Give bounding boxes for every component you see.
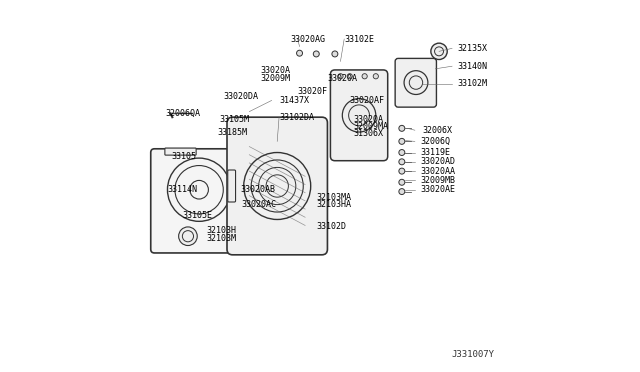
Circle shape: [373, 74, 378, 79]
Text: 33020AC: 33020AC: [242, 200, 277, 209]
FancyBboxPatch shape: [227, 117, 328, 255]
Text: 33114N: 33114N: [168, 185, 198, 194]
Circle shape: [362, 74, 367, 79]
Text: 32103H: 32103H: [207, 226, 237, 235]
FancyBboxPatch shape: [165, 148, 196, 155]
Circle shape: [338, 74, 343, 79]
Text: 33020DA: 33020DA: [223, 92, 259, 101]
Text: 33102E: 33102E: [344, 35, 374, 44]
Text: 32009MA: 32009MA: [353, 122, 388, 131]
Text: 33185M: 33185M: [218, 128, 248, 137]
Text: 33020AD: 33020AD: [420, 157, 456, 166]
Circle shape: [347, 74, 353, 79]
Circle shape: [179, 227, 197, 246]
Circle shape: [314, 51, 319, 57]
Circle shape: [431, 43, 447, 60]
Circle shape: [399, 168, 405, 174]
Text: 33119E: 33119E: [420, 148, 451, 157]
Text: 33020AF: 33020AF: [349, 96, 385, 105]
Circle shape: [399, 189, 405, 195]
Text: 33020AE: 33020AE: [420, 185, 456, 194]
Text: 33105E: 33105E: [182, 211, 212, 220]
Text: 32103MA: 32103MA: [316, 193, 351, 202]
Text: J331007Y: J331007Y: [452, 350, 495, 359]
Text: 33020AG: 33020AG: [291, 35, 325, 44]
Text: 32103M: 32103M: [207, 234, 237, 243]
Text: 33020F: 33020F: [298, 87, 328, 96]
Text: 32103HA: 32103HA: [316, 200, 351, 209]
Text: 33105M: 33105M: [220, 115, 250, 124]
Circle shape: [404, 71, 428, 94]
Circle shape: [399, 125, 405, 131]
Text: 32006Q: 32006Q: [420, 137, 451, 146]
Text: 33102M: 33102M: [458, 79, 488, 88]
Text: 33102DA: 33102DA: [279, 113, 314, 122]
Text: 33105: 33105: [172, 152, 196, 161]
Text: 32006X: 32006X: [422, 126, 452, 135]
Circle shape: [332, 51, 338, 57]
Text: 32006QA: 32006QA: [166, 109, 200, 118]
Text: 33102D: 33102D: [316, 222, 346, 231]
FancyBboxPatch shape: [395, 58, 436, 107]
Text: 33020A: 33020A: [260, 66, 291, 75]
Text: 31306X: 31306X: [353, 129, 383, 138]
Text: 32135X: 32135X: [458, 44, 488, 53]
Text: 33140N: 33140N: [458, 62, 488, 71]
Text: 33020A: 33020A: [353, 115, 383, 124]
Text: 31437X: 31437X: [279, 96, 309, 105]
Circle shape: [399, 150, 405, 155]
Circle shape: [342, 99, 376, 132]
Circle shape: [399, 159, 405, 165]
Text: 32009M: 32009M: [260, 74, 291, 83]
FancyBboxPatch shape: [228, 170, 236, 202]
Text: 33020A: 33020A: [328, 74, 357, 83]
Circle shape: [399, 179, 405, 185]
FancyBboxPatch shape: [151, 149, 238, 253]
Circle shape: [399, 138, 405, 144]
Circle shape: [296, 50, 303, 56]
Text: 33020AA: 33020AA: [420, 167, 456, 176]
FancyBboxPatch shape: [330, 70, 388, 161]
Text: 32009MB: 32009MB: [420, 176, 456, 185]
Text: 33020AB: 33020AB: [240, 185, 275, 194]
